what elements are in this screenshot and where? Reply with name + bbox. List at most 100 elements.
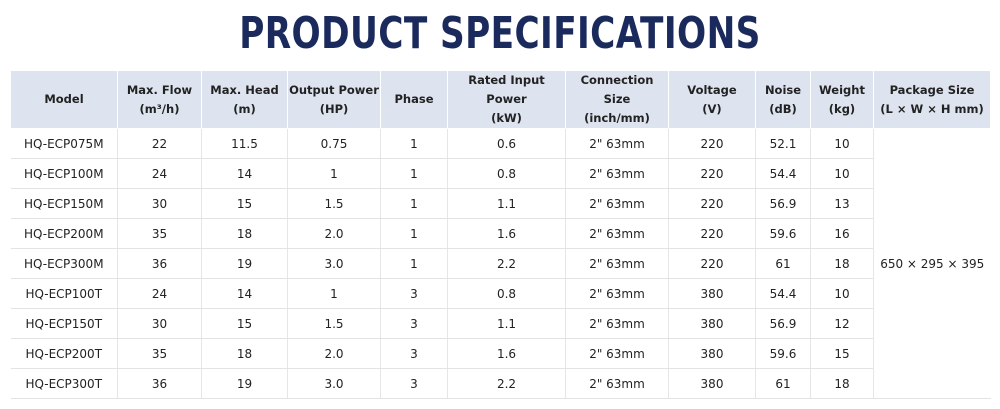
column-unit: (V) (702, 101, 722, 116)
cell: 18 (810, 368, 874, 399)
cell: 10 (810, 158, 874, 189)
cell: 380 (668, 368, 756, 399)
cell: 2" 63mm (565, 368, 669, 399)
cell: 2" 63mm (565, 308, 669, 339)
cell: 59.6 (755, 338, 811, 369)
cell: 2.2 (447, 368, 566, 399)
column-name: Max. Head (210, 82, 279, 97)
column-name: Weight (819, 82, 865, 97)
column-name: Package Size (889, 82, 975, 97)
model-cell: HQ-ECP300T (10, 368, 118, 399)
cell: 380 (668, 338, 756, 369)
cell: 24 (117, 158, 202, 189)
cell: 3.0 (287, 248, 381, 279)
cell: 11.5 (201, 128, 288, 159)
model-cell: HQ-ECP150M (10, 188, 118, 219)
column-unit: (m³/h) (139, 101, 180, 116)
cell: 24 (117, 278, 202, 309)
column-name: Max. Flow (126, 82, 193, 97)
cell: 1.1 (447, 188, 566, 219)
cell: 0.6 (447, 128, 566, 159)
cell: 2" 63mm (565, 128, 669, 159)
cell: 220 (668, 218, 756, 249)
cell: 1.6 (447, 338, 566, 369)
cell: 0.8 (447, 158, 566, 189)
cell: 36 (117, 368, 202, 399)
column-header: Voltage (V) (668, 70, 756, 129)
cell: 61 (755, 368, 811, 399)
cell: 220 (668, 128, 756, 159)
cell: 220 (668, 158, 756, 189)
cell: 1 (380, 128, 448, 159)
column-unit: (inch/mm) (584, 111, 650, 125)
cell: 10 (810, 128, 874, 159)
cell: 220 (668, 248, 756, 279)
column-name: Rated Input Power (468, 73, 545, 106)
cell: 18 (810, 248, 874, 279)
column-header: Package Size (L × W × H mm) (873, 70, 991, 129)
model-cell: HQ-ECP200M (10, 218, 118, 249)
column-name: Output Power (289, 82, 379, 97)
cell: 3 (380, 368, 448, 399)
cell: 2" 63mm (565, 188, 669, 219)
cell: 0.75 (287, 128, 381, 159)
column-unit: (m) (233, 101, 256, 116)
column-unit: (kW) (491, 111, 522, 125)
cell: 35 (117, 338, 202, 369)
table-row: HQ-ECP100M 24 14 1 1 0.8 2" 63mm 220 54.4 10 (10, 158, 991, 189)
cell: 2" 63mm (565, 278, 669, 309)
column-header: Output Power (HP) (287, 70, 381, 129)
column-header: Rated Input Power (kW) (447, 70, 566, 129)
table-row: HQ-ECP200T 35 18 2.0 3 1.6 2" 63mm 380 59.6 15 (10, 338, 991, 369)
model-cell: HQ-ECP100M (10, 158, 118, 189)
cell: 220 (668, 188, 756, 219)
column-name: Connection Size (580, 73, 654, 106)
column-header: Phase (380, 70, 448, 129)
column-header: Connection Size (inch/mm) (565, 70, 669, 129)
model-cell: HQ-ECP075M (10, 128, 118, 159)
table-body: HQ-ECP075M 22 11.5 0.75 1 0.6 2" 63mm 220 52.1 10… (10, 128, 991, 399)
cell: 22 (117, 128, 202, 159)
cell: 3 (380, 338, 448, 369)
cell: 52.1 (755, 128, 811, 159)
column-header: Noise (dB) (755, 70, 811, 129)
cell: 19 (201, 248, 288, 279)
column-name: Model (44, 92, 84, 106)
table-row: HQ-ECP150M 30 15 1.5 1 1.1 2" 63mm 220 56.9 13 (10, 188, 991, 219)
cell: 2" 63mm (565, 338, 669, 369)
cell: 56.9 (755, 308, 811, 339)
title: PRODUCT SPECIFICATIONS (239, 8, 761, 59)
cell: 380 (668, 278, 756, 309)
package-size-cell: 650 × 295 × 395 (873, 128, 991, 399)
table-row: HQ-ECP300M 36 19 3.0 1 2.2 2" 63mm 220 61 18 (10, 248, 991, 279)
cell: 56.9 (755, 188, 811, 219)
cell: 16 (810, 218, 874, 249)
model-cell: HQ-ECP150T (10, 308, 118, 339)
column-name: Noise (764, 82, 802, 97)
column-name: Phase (394, 92, 434, 106)
cell: 12 (810, 308, 874, 339)
cell: 2.0 (287, 338, 381, 369)
model-cell: HQ-ECP100T (10, 278, 118, 309)
cell: 1 (380, 158, 448, 189)
column-header: Max. Flow (m³/h) (117, 70, 202, 129)
cell: 1 (380, 218, 448, 249)
table-row: HQ-ECP075M 22 11.5 0.75 1 0.6 2" 63mm 220 52.1 10… (10, 128, 991, 399)
cell: 30 (117, 188, 202, 219)
cell: 61 (755, 248, 811, 279)
cell: 1.5 (287, 188, 381, 219)
cell: 380 (668, 308, 756, 339)
column-unit: (kg) (828, 101, 856, 116)
cell: 13 (810, 188, 874, 219)
cell: 10 (810, 278, 874, 309)
cell: 1 (287, 278, 381, 309)
cell: 3 (380, 308, 448, 339)
column-unit: (dB) (769, 101, 797, 116)
cell: 19 (201, 368, 288, 399)
cell: 3 (380, 278, 448, 309)
cell: 2.0 (287, 218, 381, 249)
cell: 3.0 (287, 368, 381, 399)
header-row: Model Max. Flow (m³/h) Max. Head (m) Output P… (10, 70, 991, 129)
cell: 18 (201, 338, 288, 369)
